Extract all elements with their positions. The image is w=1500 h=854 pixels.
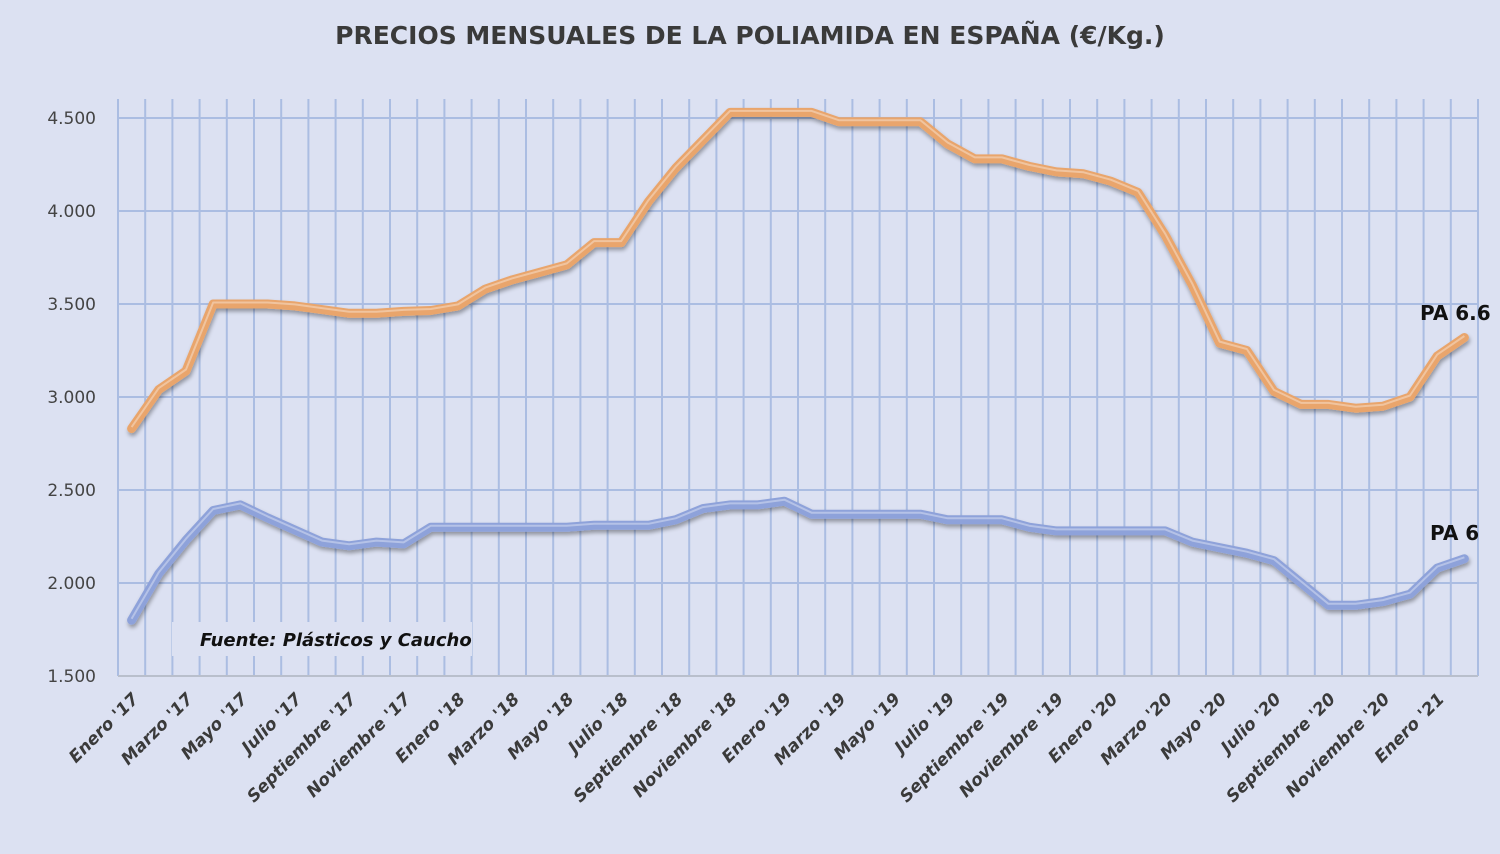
chart-title: PRECIOS MENSUALES DE LA POLIAMIDA EN ESP…: [335, 21, 1165, 50]
y-tick-label: 4.500: [47, 109, 96, 129]
grid: [117, 99, 1479, 677]
y-tick-label: 3.500: [47, 295, 96, 315]
series-label-pa6: PA 6: [1430, 521, 1479, 545]
series-lines: [127, 107, 1469, 625]
source-note: Fuente: Plásticos y Caucho: [200, 630, 472, 651]
series-label-pa66: PA 6.6: [1420, 301, 1491, 325]
y-tick-label: 4.000: [47, 202, 96, 222]
series-line-pa66: [127, 107, 1469, 434]
y-tick-label: 1.500: [47, 667, 96, 687]
y-tick-label: 2.500: [47, 481, 96, 501]
y-tick-label: 2.000: [47, 574, 96, 594]
series-line-highlight: [130, 498, 1465, 620]
source-note-background: [172, 622, 472, 656]
series-line-pa6: [127, 496, 1469, 625]
y-axis: 1.500 2.000 2.500 3.000 3.500 4.000 4.500: [47, 109, 96, 687]
y-tick-label: 3.000: [47, 388, 96, 408]
series-line-highlight: [130, 109, 1465, 428]
